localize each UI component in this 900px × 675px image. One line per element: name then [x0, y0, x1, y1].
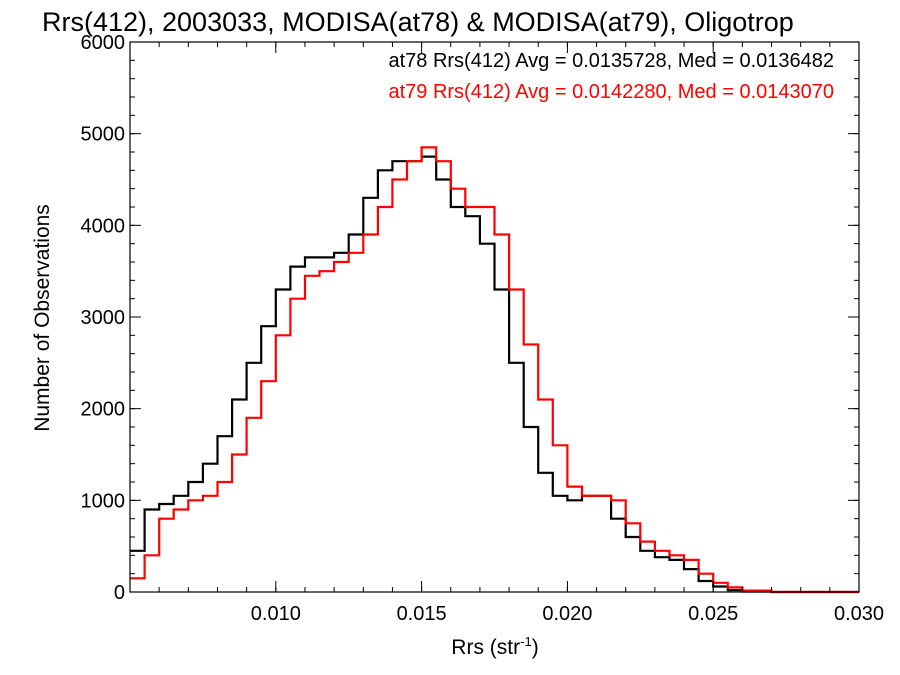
x-axis-label-text: Rrs (str	[451, 636, 520, 659]
annotation-at78: at78 Rrs(412) Avg = 0.0135728, Med = 0.0…	[388, 50, 834, 72]
y-tick-label-6: 6000	[81, 32, 126, 54]
series-line-1	[130, 146, 859, 594]
x-axis-label-superscript: -1	[520, 634, 532, 649]
axes: 0.010 0.015 0.020 0.025 0.030 0 1000 2000 3000 40…	[81, 32, 885, 625]
x-axis-label: Rrs (str-1)	[451, 634, 538, 659]
y-tick-label-0: 0	[114, 582, 125, 604]
y-tick-label-2: 2000	[81, 399, 126, 421]
y-tick-label-4: 4000	[81, 215, 126, 237]
annotation-at79: at79 Rrs(412) Avg = 0.0142280, Med = 0.0…	[388, 81, 834, 103]
x-tick-label-2: 0.020	[542, 603, 592, 625]
x-tick-label-0: 0.010	[251, 603, 301, 625]
x-tick-label-3: 0.025	[688, 603, 738, 625]
y-tick-label-5: 5000	[81, 124, 126, 146]
x-tick-label-4: 0.030	[834, 603, 884, 625]
x-tick-label-1: 0.015	[397, 603, 447, 625]
y-axis-label: Number of Observations	[31, 204, 54, 432]
x-axis-label-end: )	[532, 636, 539, 659]
plot-area	[130, 146, 859, 594]
chart-title: Rrs(412), 2003033, MODISA(at78) & MODISA…	[42, 7, 794, 37]
y-tick-label-3: 3000	[81, 307, 126, 329]
y-tick-label-1: 1000	[81, 490, 126, 512]
